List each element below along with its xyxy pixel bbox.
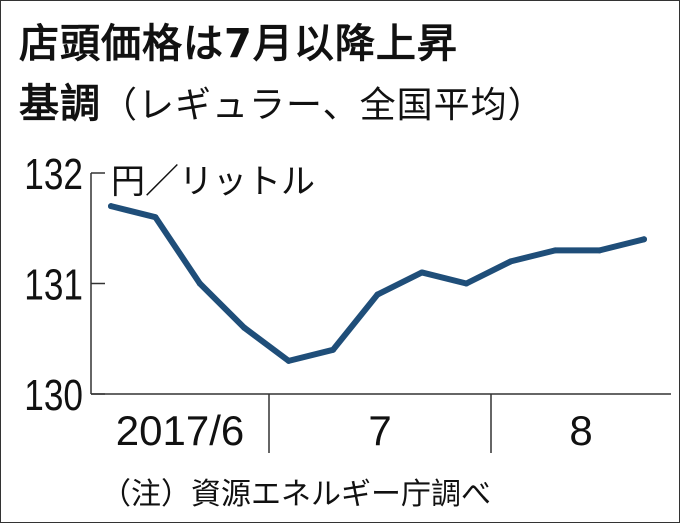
data-point (418, 269, 425, 276)
data-point (196, 280, 203, 287)
unit-label: 円／リットル (111, 162, 315, 202)
data-point (374, 291, 381, 298)
chart-title-line2: 基調（レギュラー、全国平均） (19, 71, 545, 129)
x-tick-label: 7 (368, 407, 391, 454)
data-point (330, 346, 337, 353)
data-point (552, 247, 559, 254)
x-tick-label: 8 (569, 407, 592, 454)
data-point (152, 214, 159, 221)
price-line (108, 203, 647, 364)
data-point (641, 236, 647, 243)
y-tick-label: 131 (24, 261, 83, 310)
data-point (285, 357, 292, 364)
x-tick-label: 2017/6 (116, 407, 244, 454)
title-sub: （レギュラー、全国平均） (101, 85, 545, 126)
data-point (596, 247, 603, 254)
chart-title-line1: 店頭価格は7月以降上昇 (19, 21, 458, 67)
data-point (241, 324, 248, 331)
data-point (463, 280, 470, 287)
data-point (108, 203, 114, 210)
y-tick-label: 132 (24, 150, 83, 199)
data-point (507, 258, 514, 265)
y-tick-label: 130 (24, 371, 83, 420)
source-note: （注）資源エネルギー庁調べ (101, 477, 491, 512)
title-main: 基調 (19, 81, 101, 127)
